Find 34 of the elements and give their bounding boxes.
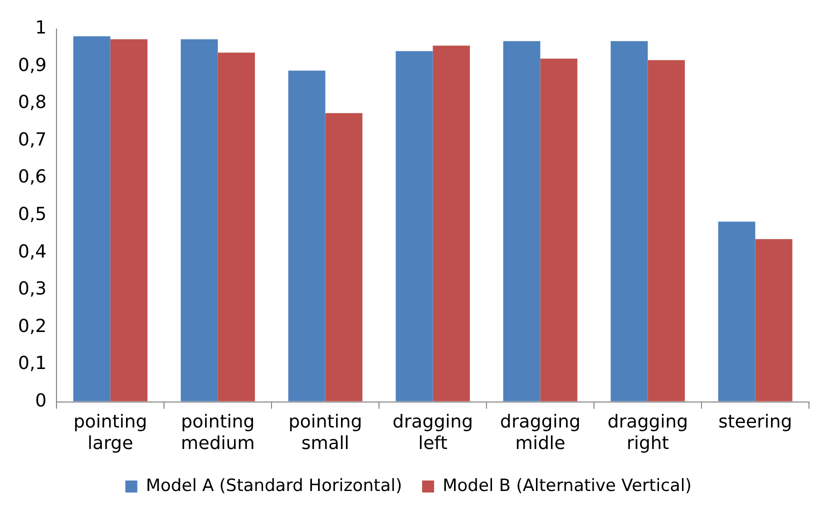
x-tick-label: pointing large [73,411,148,454]
bar [718,222,756,402]
bar [432,46,470,402]
bar [180,39,218,402]
y-tick-label: 0,3 [18,278,47,300]
bar [110,39,148,402]
x-tick-label: pointing small [288,411,362,454]
x-tick-label: pointing medium [180,411,255,454]
y-tick-label: 1 [35,17,47,38]
bar [288,70,326,402]
y-tick-label: 0,4 [18,241,47,262]
bar [648,60,685,402]
y-tick-label: 0,6 [18,166,47,188]
bar [755,239,792,402]
x-tick-label: dragging left [392,411,474,454]
x-tick-label: dragging midle [500,411,581,454]
bar [610,41,648,402]
y-tick-label: 0,7 [18,129,47,150]
bar [218,52,255,402]
y-tick-label: 0 [35,390,47,412]
x-tick-label: steering [718,411,792,432]
bar [396,51,433,402]
y-tick-label: 0,8 [18,92,47,114]
x-tick-label: dragging right [608,411,688,454]
legend-label: Model A (Standard Horizontal) [146,476,402,496]
y-tick-label: 0,1 [18,353,47,374]
bar [503,41,540,402]
y-tick-label: 0,2 [18,316,47,337]
bar [540,58,578,402]
legend-label: Model B (Alternative Vertical) [442,476,692,496]
bar [325,113,362,402]
y-tick-label: 0,9 [18,54,47,76]
y-tick-label: 0,5 [18,204,47,225]
bar [73,36,110,402]
